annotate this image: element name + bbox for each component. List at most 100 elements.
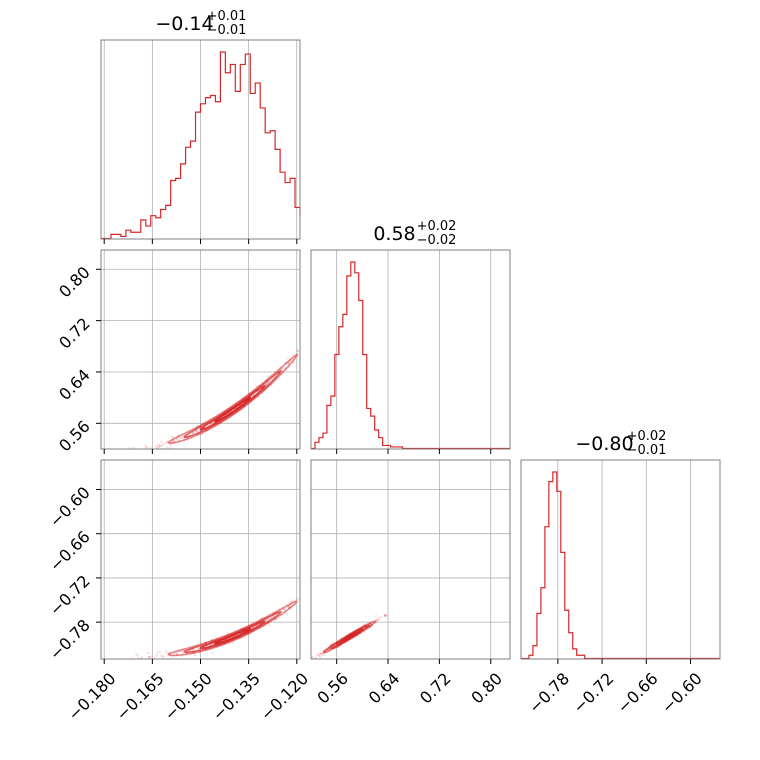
density-contour [341,631,358,642]
scatter-point [148,446,152,450]
x-tick-label: 0.80 [467,669,506,708]
scatter-point [319,652,323,655]
scatter-point [379,616,382,619]
density-contour [214,396,251,423]
scatter-point [164,651,168,655]
scatter-point [158,650,161,654]
scatter-point [375,619,378,623]
x-tick-label: −0.135 [209,669,264,724]
scatter-point [160,440,163,444]
scatter-point [150,655,153,658]
scatter-point [383,614,387,618]
panel-frame [520,459,721,660]
density-contour [183,369,282,438]
scatter-point [159,654,162,658]
scatter-point [148,655,151,659]
scatter-point [384,613,387,617]
scatter-point [147,656,150,659]
scatter-point [132,446,135,449]
scatter-point [173,439,176,443]
panel-title-minus: −0.02 [417,233,457,248]
density-contour [167,353,298,445]
panel-title-median: −0.14 [155,13,213,35]
density-contour [199,384,266,431]
scatter-point [376,619,379,622]
scatter-point [170,435,174,439]
panel-title-minus: −0.01 [627,443,667,458]
scatter-point [317,654,321,657]
scatter-point [147,655,151,659]
scatter-panel-0-2: −0.180−0.165−0.150−0.135−0.120 −0.78−0.72… [46,459,312,724]
y-tick-label: 0.72 [55,314,94,353]
scatter-point [162,655,165,659]
scatter-point [170,444,173,447]
scatter-point [383,614,387,617]
scatter-point [383,613,387,616]
scatter-point [136,654,139,657]
density-contour [199,620,266,650]
scatter-point [198,652,201,655]
scatter-point [155,654,158,657]
x-tick-label: −0.72 [569,669,617,717]
x-tick-label: −0.78 [525,669,573,717]
scatter-panel-0-1: 0.56 0.64 0.72 0.80 [55,249,301,456]
scatter-point [211,651,214,655]
x-tick-label: 0.64 [365,669,404,708]
scatter-point [385,613,388,617]
scatter-point [295,597,298,601]
scatter-point [268,623,271,627]
scatter-point [193,653,197,657]
scatter-panel-1-2: 0.56 0.64 0.72 0.80 [310,459,511,708]
density-contours [167,600,298,657]
density-contour [214,628,251,645]
x-tick-label: 0.72 [416,669,455,708]
x-tick-label: −0.150 [161,669,216,724]
histogram-panel-0: −0.14+0.01−0.01 [100,9,301,244]
panel-frame [310,459,511,660]
histogram-steps [311,261,510,450]
scatter-point [317,654,320,657]
scatter-point [171,436,175,439]
panel-title-plus: +0.02 [627,429,667,444]
scatter-point [323,654,326,657]
x-tick-label: 0.56 [313,669,352,708]
scatter-points [130,596,301,661]
panel-title-median: −0.80 [575,433,633,455]
histogram-steps [101,51,301,240]
scatter-point [161,443,164,447]
scatter-point [140,656,143,659]
scatter-point [266,381,270,385]
x-tick-label: −0.66 [614,669,662,717]
scatter-point [157,445,160,449]
scatter-point [158,445,161,448]
scatter-point [378,617,381,621]
scatter-point [163,442,167,445]
scatter-point [286,357,289,360]
scatter-point [296,349,299,353]
density-contour [167,600,298,657]
x-tick-label: −0.60 [658,669,706,717]
scatter-point [320,652,323,655]
scatter-point [128,446,131,450]
scatter-point [196,647,199,650]
panel-title-plus: +0.01 [207,9,247,24]
scatter-point [144,446,148,449]
scatter-point [171,440,174,443]
scatter-point [154,444,158,448]
panel-title-median: 0.58 [373,223,415,245]
panel-frame [310,249,511,450]
scatter-point [286,613,289,616]
x-tick-label: −0.120 [257,669,312,724]
scatter-point [155,446,158,450]
scatter-point [283,608,286,611]
histogram-panel-2: −0.78−0.72−0.66−0.60 −0.80+0.02−0.01 [520,429,721,717]
scatter-point [161,654,165,658]
scatter-point [231,641,235,645]
scatter-point [311,655,315,659]
scatter-point [155,651,159,654]
scatter-point [177,437,180,440]
scatter-point [318,655,322,659]
histogram-panel-1: 0.58 +0.02−0.02 [310,219,511,454]
y-tick-label: 0.56 [55,417,94,456]
